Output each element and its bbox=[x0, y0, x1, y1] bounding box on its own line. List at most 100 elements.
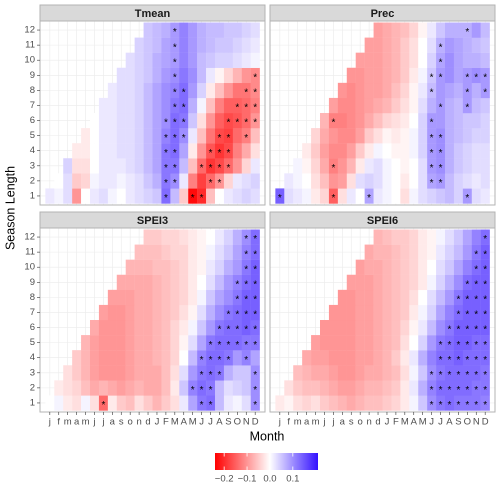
heatmap-cell bbox=[320, 128, 330, 144]
y-tick-label: 3 bbox=[30, 160, 35, 171]
heatmap-cell bbox=[215, 158, 225, 174]
heatmap-cell bbox=[206, 158, 216, 174]
heatmap-cell bbox=[373, 97, 383, 114]
heatmap-cell bbox=[427, 350, 437, 366]
heatmap-cell bbox=[453, 143, 464, 159]
heatmap-cell bbox=[197, 67, 207, 84]
heatmap-cell bbox=[179, 274, 189, 291]
heatmap-cell bbox=[63, 380, 73, 396]
heatmap-cell bbox=[471, 22, 481, 38]
heatmap-cell bbox=[453, 289, 464, 306]
heatmap-cell bbox=[373, 82, 383, 99]
heatmap-cell bbox=[161, 380, 171, 396]
heatmap-cell bbox=[197, 335, 207, 351]
heatmap-cell bbox=[161, 188, 171, 204]
heatmap-cell bbox=[134, 173, 144, 189]
heatmap-cell bbox=[223, 335, 234, 351]
heatmap-cell bbox=[223, 244, 234, 260]
heatmap-cell bbox=[63, 173, 73, 189]
heatmap-cell bbox=[215, 320, 225, 336]
significance-star: * bbox=[483, 370, 487, 381]
significance-star: * bbox=[474, 279, 478, 290]
heatmap-cell bbox=[206, 37, 216, 53]
heatmap-cell bbox=[54, 188, 64, 204]
heatmap-cell bbox=[328, 365, 339, 381]
significance-star: * bbox=[101, 400, 105, 411]
heatmap-cell bbox=[143, 67, 153, 84]
heatmap-cell bbox=[143, 365, 153, 381]
heatmap-cell bbox=[223, 395, 234, 411]
x-tick-label: A bbox=[446, 417, 453, 428]
heatmap-cell bbox=[436, 365, 446, 381]
heatmap-cell bbox=[179, 289, 189, 306]
x-tick-label: J bbox=[385, 417, 390, 428]
heatmap-cell bbox=[179, 380, 189, 396]
heatmap-cell bbox=[90, 143, 100, 159]
heatmap-cell bbox=[179, 52, 189, 68]
significance-star: * bbox=[226, 148, 230, 159]
heatmap-cell bbox=[215, 244, 225, 260]
heatmap-cell bbox=[116, 143, 126, 159]
heatmap-cell bbox=[445, 304, 455, 321]
heatmap-cell bbox=[337, 289, 347, 306]
y-tick-label: 12 bbox=[24, 25, 35, 36]
heatmap-cell bbox=[143, 229, 153, 245]
heatmap-cell bbox=[98, 365, 109, 381]
heatmap-cell bbox=[116, 335, 126, 351]
heatmap-cell bbox=[409, 229, 419, 245]
heatmap-cell bbox=[215, 259, 225, 275]
heatmap-cell bbox=[364, 320, 374, 336]
y-tick-label: 7 bbox=[30, 100, 35, 111]
heatmap-cell bbox=[320, 350, 330, 366]
heatmap-cell bbox=[364, 128, 374, 144]
significance-star: * bbox=[218, 370, 222, 381]
heatmap-cell bbox=[223, 274, 234, 291]
significance-star: * bbox=[430, 385, 434, 396]
significance-star: * bbox=[439, 57, 443, 68]
significance-star: * bbox=[244, 264, 248, 275]
y-tick-label: 10 bbox=[24, 262, 35, 273]
heatmap-cell bbox=[382, 158, 392, 174]
heatmap-cell bbox=[161, 128, 171, 144]
heatmap-cell bbox=[143, 97, 153, 114]
heatmap-cell bbox=[63, 365, 73, 381]
heatmap-cell bbox=[206, 82, 216, 99]
heatmap-cell bbox=[223, 380, 234, 396]
heatmap-cell bbox=[90, 173, 100, 189]
heatmap-cell bbox=[373, 365, 383, 381]
heatmap-cell bbox=[134, 82, 144, 99]
heatmap-cell bbox=[188, 128, 198, 144]
heatmap-cell bbox=[400, 274, 410, 291]
heatmap-cell bbox=[480, 82, 490, 99]
heatmap-cell bbox=[471, 52, 481, 68]
heatmap-cell bbox=[302, 365, 312, 381]
heatmap-cell bbox=[480, 304, 490, 321]
heatmap-cell bbox=[188, 52, 198, 68]
heatmap-cell bbox=[188, 97, 198, 114]
heatmap-cell bbox=[436, 22, 446, 38]
significance-star: * bbox=[456, 340, 460, 351]
heatmap-cell bbox=[480, 113, 490, 129]
heatmap-cell bbox=[320, 143, 330, 159]
heatmap-cell bbox=[250, 304, 260, 321]
heatmap-cell bbox=[134, 304, 144, 321]
heatmap-cell bbox=[400, 289, 410, 306]
heatmap-cell bbox=[346, 289, 356, 306]
heatmap-cell bbox=[480, 158, 490, 174]
heatmap-cell bbox=[436, 229, 446, 245]
y-axis-title: Season Length bbox=[3, 166, 17, 250]
heatmap-cell bbox=[63, 395, 73, 411]
heatmap-cell bbox=[188, 37, 198, 53]
significance-star: * bbox=[244, 234, 248, 245]
heatmap-cell bbox=[400, 67, 410, 84]
significance-star: * bbox=[465, 400, 469, 411]
heatmap-cell bbox=[311, 128, 321, 144]
y-tick-label: 9 bbox=[30, 277, 35, 288]
heatmap-cell bbox=[223, 320, 234, 336]
heatmap-cell bbox=[436, 380, 446, 396]
heatmap-cell bbox=[418, 113, 428, 129]
x-tick-label: F bbox=[393, 417, 399, 428]
heatmap-cell bbox=[90, 335, 100, 351]
heatmap-cell bbox=[250, 320, 260, 336]
heatmap-cell bbox=[400, 158, 410, 174]
